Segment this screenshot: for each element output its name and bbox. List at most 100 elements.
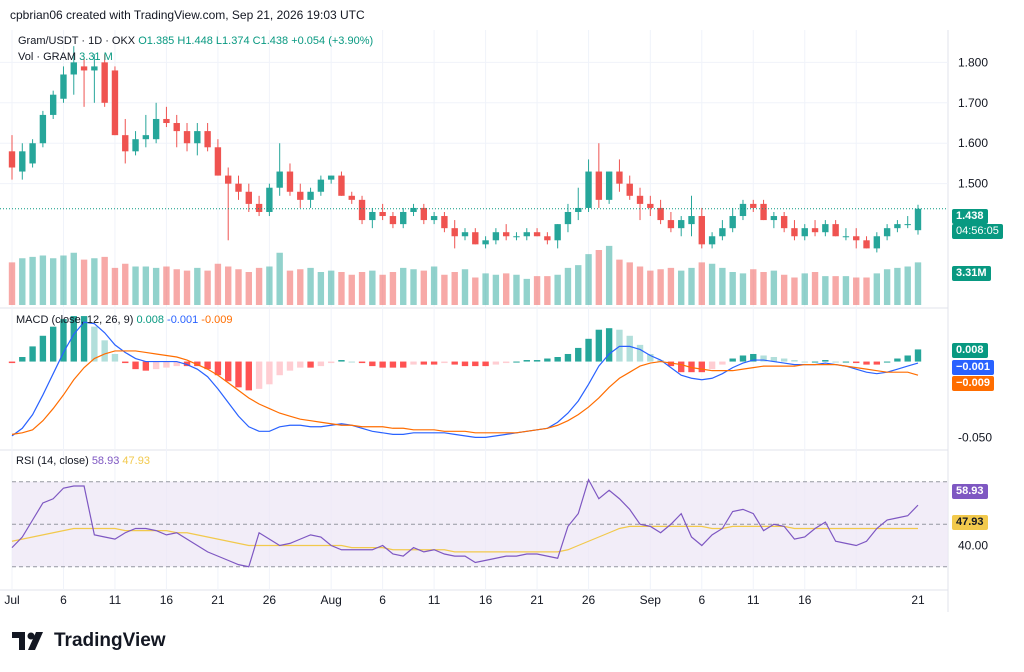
volume-bar: [461, 269, 469, 305]
volume-bar: [142, 266, 150, 305]
volume-bar: [245, 272, 252, 305]
volume-bar: [667, 267, 675, 305]
macd-histogram-bar: [904, 355, 911, 362]
macd-histogram-bar: [111, 353, 119, 362]
price-tick-label: 1.600: [958, 136, 988, 150]
volume-legend: Vol · GRAM 3.31 M: [18, 51, 113, 63]
candle-body: [307, 191, 314, 200]
candle-body: [729, 216, 736, 229]
macd-histogram-bar: [533, 360, 541, 362]
volume-bar: [111, 267, 119, 305]
candle-body: [214, 147, 222, 176]
candle-body: [348, 195, 355, 200]
x-tick-label: 16: [479, 593, 493, 607]
macd-histogram-bar: [410, 361, 417, 365]
macd-histogram-bar: [873, 361, 881, 365]
macd-histogram-bar: [729, 358, 736, 362]
volume-label[interactable]: Vol · GRAM: [18, 51, 77, 63]
macd-histogram-bar: [492, 361, 500, 365]
candle-body: [780, 216, 788, 229]
rsi-label[interactable]: RSI (14, close): [16, 455, 89, 467]
macd-histogram-bar: [914, 349, 922, 362]
macd-histogram-bar: [379, 361, 386, 368]
macd-histogram-bar: [575, 347, 582, 362]
volume-bar: [791, 277, 798, 305]
macd-histogram-bar: [544, 358, 551, 362]
price-tick-label: 1.500: [958, 177, 988, 191]
volume-bar: [585, 254, 592, 305]
candle-body: [472, 232, 479, 245]
candle-body: [39, 114, 47, 144]
volume-bar: [451, 272, 458, 305]
candle-body: [873, 236, 881, 249]
macd-signal-line: [11, 350, 919, 435]
macd-histogram-bar: [523, 360, 530, 362]
volume-bar: [255, 267, 263, 305]
macd-histogram-bar: [389, 361, 397, 368]
volume-bar: [430, 266, 438, 305]
macd-histogram-bar: [451, 361, 458, 365]
macd-histogram-bar: [616, 329, 623, 362]
volume-bar: [636, 266, 644, 305]
volume-bar: [225, 266, 232, 305]
macd-histogram-bar: [60, 319, 67, 362]
candle-body: [842, 236, 850, 238]
macd-histogram-bar: [842, 361, 850, 363]
candle-body: [678, 220, 685, 229]
macd-line: [11, 321, 919, 438]
candle-body: [791, 228, 798, 237]
macd-tick-label: -0.050: [958, 430, 992, 444]
candle-body: [554, 224, 561, 241]
volume-bar: [29, 256, 36, 305]
volume-value: 3.31 M: [79, 51, 113, 63]
volume-bar: [873, 273, 881, 305]
macd-histogram-bar: [636, 344, 644, 362]
open-value: O1.385: [138, 35, 175, 47]
volume-bar: [8, 262, 16, 305]
macd-label[interactable]: MACD (close, 12, 26, 9): [16, 314, 134, 326]
symbol-label[interactable]: Gram/USDT · 1D · OKX: [18, 35, 136, 47]
volume-bar: [266, 266, 273, 305]
volume-bar: [173, 269, 180, 305]
candle-body: [657, 207, 664, 221]
volume-bar: [729, 272, 736, 305]
candle-body: [60, 74, 67, 99]
candle-body: [636, 195, 644, 204]
volume-bar: [904, 266, 911, 305]
macd-histogram-bar: [564, 353, 572, 362]
volume-bar: [533, 276, 541, 305]
volume-bar: [91, 258, 98, 305]
candle-body: [461, 232, 469, 237]
volume-bar: [502, 273, 510, 305]
macd-histogram-bar: [811, 361, 819, 363]
volume-bar: [894, 267, 901, 305]
volume-bar: [595, 250, 603, 305]
volume-bar: [801, 273, 808, 305]
volume-bar: [544, 276, 551, 305]
volume-bar: [678, 270, 685, 305]
x-tick-label: 16: [798, 593, 812, 607]
macd-histogram-bar: [688, 361, 695, 373]
volume-bar: [49, 258, 57, 305]
macd-histogram-bar: [297, 361, 304, 368]
macd-histogram-bar: [420, 361, 428, 365]
macd-histogram-bar: [286, 361, 294, 371]
volume-bar: [616, 259, 623, 305]
rsi-tick-label: 40.00: [958, 539, 988, 553]
volume-bar: [420, 270, 428, 305]
candle-body: [513, 236, 520, 238]
volume-bar: [235, 269, 242, 305]
macd-histogram-bar: [770, 357, 778, 362]
rsi-ma-line: [11, 525, 918, 553]
candle-body: [451, 228, 458, 237]
x-tick-label: 16: [160, 593, 174, 607]
x-tick-label: 26: [263, 593, 277, 607]
tradingview-logo[interactable]: TradingView: [12, 630, 166, 652]
candle-body: [297, 191, 304, 200]
candle-body: [235, 183, 242, 192]
candle-body: [719, 228, 726, 237]
volume-bar: [80, 259, 88, 305]
candle-body: [482, 240, 489, 245]
candle-body: [811, 228, 819, 233]
